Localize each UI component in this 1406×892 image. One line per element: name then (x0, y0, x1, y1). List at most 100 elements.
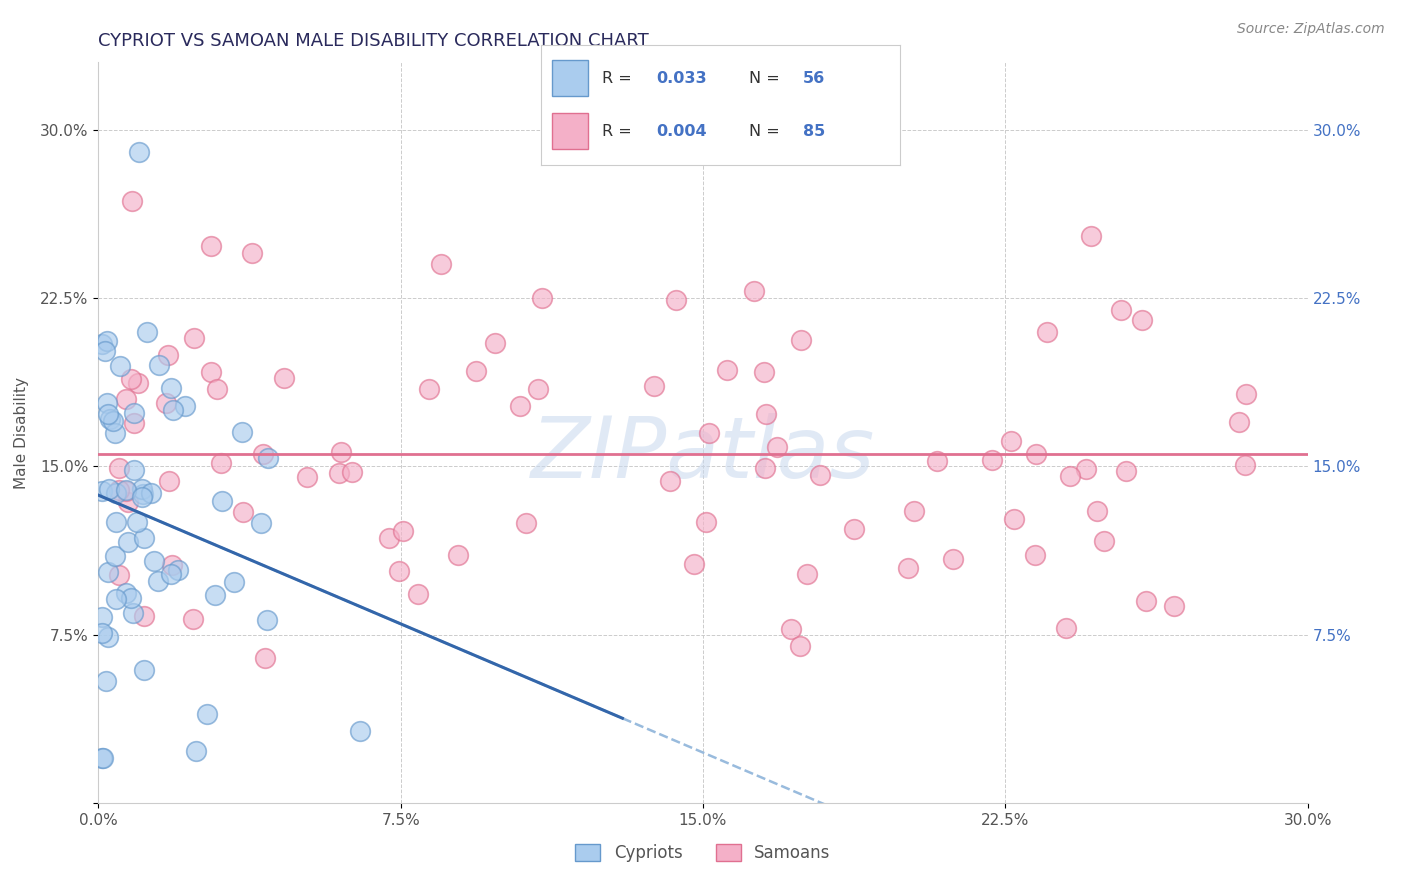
Samoans (183, 331, 205, 345)
Samoans (1059, 469, 1081, 483)
FancyBboxPatch shape (553, 113, 588, 149)
Cypriots (97, 565, 120, 579)
Samoans (897, 560, 920, 574)
Cypriots (125, 515, 148, 529)
Cypriots (132, 486, 155, 500)
Cypriots (104, 485, 127, 500)
Text: CYPRIOT VS SAMOAN MALE DISABILITY CORRELATION CHART: CYPRIOT VS SAMOAN MALE DISABILITY CORREL… (98, 32, 650, 50)
Text: 0.033: 0.033 (657, 70, 707, 86)
Samoans (465, 364, 488, 378)
Samoans (659, 475, 682, 489)
Samoans (755, 407, 778, 421)
Samoans (160, 558, 183, 573)
Text: N =: N = (749, 70, 780, 86)
Cypriots (184, 744, 207, 758)
Samoans (526, 383, 548, 397)
Cypriots (94, 674, 117, 689)
Cypriots (115, 483, 138, 497)
Samoans (418, 382, 440, 396)
Samoans (981, 452, 1004, 467)
Samoans (273, 370, 295, 384)
Samoans (156, 348, 179, 362)
Cypriots (131, 482, 153, 496)
Cypriots (104, 515, 127, 529)
Samoans (1080, 229, 1102, 244)
Samoans (716, 363, 738, 377)
Samoans (665, 293, 688, 307)
Samoans (200, 365, 222, 379)
Cypriots (128, 145, 150, 160)
Cypriots (131, 490, 153, 504)
Samoans (697, 425, 720, 440)
Text: R =: R = (602, 124, 633, 139)
Samoans (340, 465, 363, 479)
Samoans (295, 469, 318, 483)
Cypriots (91, 484, 114, 499)
Samoans (252, 447, 274, 461)
Cypriots (91, 610, 114, 624)
Cypriots (256, 613, 278, 627)
Text: N =: N = (749, 124, 780, 139)
Cypriots (134, 663, 156, 677)
Samoans (530, 291, 553, 305)
Samoans (200, 239, 222, 253)
Samoans (1234, 458, 1257, 472)
Cypriots (122, 463, 145, 477)
Samoans (1234, 387, 1257, 401)
Cypriots (93, 751, 115, 765)
Samoans (181, 612, 204, 626)
Samoans (240, 246, 263, 260)
Samoans (808, 468, 831, 483)
Cypriots (96, 396, 118, 410)
Cypriots (211, 494, 233, 508)
Y-axis label: Male Disability: Male Disability (14, 376, 30, 489)
Cypriots (222, 574, 245, 589)
Samoans (925, 454, 948, 468)
Cypriots (132, 531, 155, 545)
Samoans (121, 194, 143, 209)
FancyBboxPatch shape (553, 61, 588, 96)
Samoans (392, 524, 415, 539)
Samoans (643, 379, 665, 393)
Samoans (115, 392, 138, 406)
Samoans (107, 567, 129, 582)
Samoans (754, 365, 776, 379)
Samoans (127, 376, 149, 390)
Samoans (796, 567, 818, 582)
Cypriots (124, 406, 146, 420)
Samoans (1054, 621, 1077, 635)
Samoans (1002, 512, 1025, 526)
Samoans (1115, 464, 1137, 478)
Samoans (1135, 594, 1157, 608)
Samoans (1092, 533, 1115, 548)
Legend: Cypriots, Samoans: Cypriots, Samoans (569, 837, 837, 869)
Cypriots (114, 585, 136, 599)
Cypriots (250, 516, 273, 530)
Cypriots (143, 554, 166, 568)
Cypriots (91, 336, 114, 351)
Cypriots (139, 486, 162, 500)
Samoans (789, 639, 811, 653)
Samoans (754, 461, 776, 475)
Cypriots (349, 724, 371, 739)
Samoans (942, 552, 965, 566)
Samoans (117, 494, 139, 508)
Samoans (329, 444, 352, 458)
Cypriots (110, 359, 132, 374)
Samoans (695, 516, 717, 530)
Cypriots (257, 451, 280, 466)
Samoans (1111, 302, 1133, 317)
Samoans (682, 557, 704, 571)
Cypriots (117, 535, 139, 549)
Samoans (209, 456, 232, 470)
Samoans (509, 399, 531, 413)
Cypriots (148, 359, 170, 373)
Cypriots (146, 574, 169, 588)
Samoans (232, 505, 254, 519)
Cypriots (195, 707, 218, 722)
Samoans (205, 383, 228, 397)
Samoans (132, 608, 155, 623)
Text: 0.004: 0.004 (657, 124, 707, 139)
Cypriots (121, 591, 143, 605)
Samoans (378, 532, 401, 546)
